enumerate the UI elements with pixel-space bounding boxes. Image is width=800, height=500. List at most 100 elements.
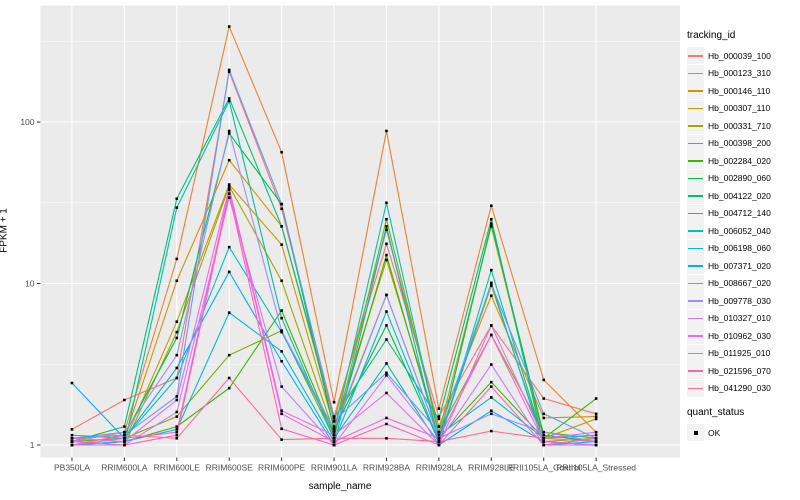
data-point	[385, 228, 388, 232]
data-point	[437, 437, 441, 440]
data-point	[175, 206, 179, 209]
data-point	[70, 381, 74, 385]
data-point	[70, 443, 74, 447]
data-point	[332, 443, 336, 447]
legend-key-box	[687, 222, 704, 240]
data-point	[437, 433, 441, 437]
x-tick-label: RRIM600LA	[101, 463, 148, 473]
data-point	[175, 398, 179, 402]
data-point	[489, 204, 493, 208]
series-color-line-icon	[688, 90, 703, 92]
data-point	[280, 309, 283, 312]
legend-item-label: Hb_006198_060	[708, 243, 771, 254]
data-point	[123, 433, 126, 437]
data-point	[175, 257, 179, 261]
data-point	[594, 433, 598, 437]
legend-key-box	[687, 327, 704, 345]
x-tick-label: RRIM928LA	[416, 463, 463, 473]
data-point	[489, 409, 493, 413]
data-point	[227, 158, 231, 162]
series-color-line-icon	[688, 387, 703, 390]
legend-item: Hb_000123_310	[687, 64, 799, 83]
data-point	[489, 294, 493, 298]
legend-key-box	[687, 257, 704, 275]
data-point	[70, 437, 74, 440]
data-point	[280, 412, 283, 416]
data-point	[175, 330, 179, 334]
legend-item-label: Hb_021596_070	[708, 365, 771, 376]
legend-item: Hb_021596_070	[687, 362, 799, 380]
data-point	[385, 338, 388, 341]
data-point	[489, 385, 493, 388]
series-color-line-icon	[688, 107, 703, 110]
data-point	[280, 330, 283, 334]
legend-item: Hb_006198_060	[687, 239, 799, 258]
data-point	[175, 395, 179, 398]
data-point	[489, 333, 493, 337]
data-point	[332, 430, 336, 434]
data-point	[332, 415, 336, 418]
data-point	[175, 437, 179, 440]
data-point	[594, 412, 598, 416]
data-point	[227, 132, 231, 135]
legend-key-box	[687, 82, 704, 100]
legend-quant-status: quant_status OK	[687, 407, 799, 442]
y-tick-label: 100	[20, 117, 34, 127]
legend-key-box	[687, 99, 704, 117]
data-point	[175, 366, 179, 370]
data-point	[489, 363, 493, 366]
data-point	[542, 416, 546, 420]
x-axis-title: sample_name	[308, 481, 372, 492]
x-tick-label: PB350LA	[54, 463, 90, 473]
legend-key-box	[687, 134, 704, 152]
x-tick-label: RRIM600SE	[206, 463, 254, 473]
legend-key-box	[687, 204, 704, 222]
data-point	[594, 430, 598, 434]
data-point	[332, 428, 336, 431]
legend-item: Hb_000146_110	[687, 82, 799, 100]
data-point	[385, 225, 388, 228]
data-point	[227, 97, 231, 100]
data-point	[280, 279, 283, 283]
legend-item-label: Hb_000123_310	[708, 68, 771, 79]
legend-item-label: Hb_007371_020	[708, 260, 771, 271]
series-color-line-icon	[688, 160, 703, 162]
legend-item-label: Hb_000307_110	[708, 103, 771, 114]
legend-item: Hb_000039_100	[687, 47, 799, 65]
data-point	[437, 430, 441, 434]
data-point	[175, 197, 179, 201]
data-point	[542, 437, 546, 440]
data-point	[385, 293, 388, 297]
data-point	[489, 282, 493, 286]
data-point	[594, 440, 598, 443]
x-tick-label: RRIM928LE	[468, 463, 515, 473]
legend-item-label: Hb_000039_100	[708, 50, 771, 61]
data-point	[542, 443, 546, 447]
data-point	[123, 437, 126, 440]
data-point	[70, 440, 74, 443]
legend-items: Hb_000039_100 Hb_000123_310 Hb_000146_110 H…	[687, 47, 799, 397]
data-point	[437, 407, 441, 410]
series-color-line-icon	[688, 212, 703, 215]
series-color-line-icon	[688, 125, 703, 127]
legend-key-box	[687, 117, 704, 135]
data-point	[280, 150, 283, 154]
legend: tracking_id Hb_000039_100 Hb_000123_310 Hb…	[687, 30, 799, 442]
data-point	[280, 427, 283, 431]
legend-key-box	[687, 424, 704, 442]
series-color-line-icon	[688, 55, 703, 57]
data-point	[542, 440, 546, 443]
data-point	[280, 350, 283, 353]
data-point	[123, 398, 126, 402]
data-point	[489, 222, 493, 225]
legend-item: Hb_010962_030	[687, 327, 799, 345]
data-point	[280, 409, 283, 413]
legend-item-label: Hb_010962_030	[708, 330, 771, 341]
data-point	[332, 425, 336, 428]
data-point	[123, 443, 126, 447]
legend-key-box	[687, 239, 704, 257]
data-point	[332, 416, 336, 420]
series-color-line-icon	[688, 265, 703, 267]
series-color-line-icon	[688, 335, 703, 337]
